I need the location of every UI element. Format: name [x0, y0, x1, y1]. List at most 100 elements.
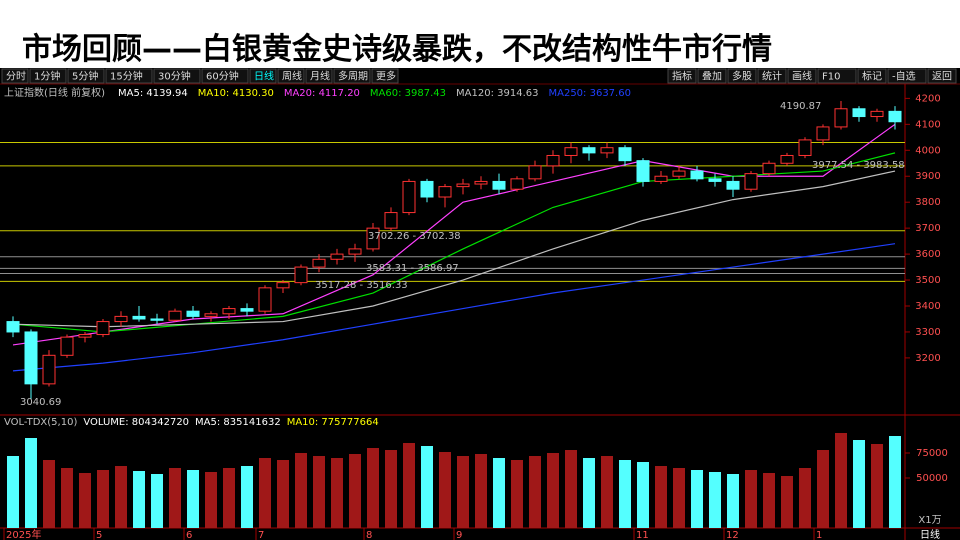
toolbar-button[interactable]: 统计	[762, 70, 782, 83]
toolbar-button[interactable]: 更多	[376, 70, 396, 83]
toolbar-button-bg[interactable]	[887, 68, 927, 84]
volume-bar	[169, 468, 181, 528]
volume-bar	[709, 472, 721, 528]
toolbar-button[interactable]: 60分钟	[206, 70, 239, 83]
y-tick-label: 3500	[915, 275, 940, 286]
toolbar-button-bg[interactable]	[201, 68, 249, 84]
ma-legend: MA250: 3637.60	[548, 88, 630, 99]
toolbar-button-bg[interactable]	[105, 68, 153, 84]
ma-line	[12, 152, 896, 333]
volume-bar	[817, 450, 829, 528]
annotation: 3583.31 - 3586.97	[366, 263, 459, 274]
candle-body	[546, 154, 560, 167]
toolbar-button-bg[interactable]	[697, 68, 727, 84]
volume-bar	[25, 438, 37, 528]
candle-body	[492, 180, 506, 190]
toolbar-button[interactable]: 画线	[792, 70, 812, 83]
volume-bar	[367, 448, 379, 528]
toolbar-button-bg[interactable]	[153, 68, 201, 84]
toolbar-button[interactable]: 多股	[732, 70, 752, 83]
toolbar-button[interactable]: 周线	[282, 70, 302, 83]
volume-bar	[295, 453, 307, 528]
chart-name: 上证指数(日线 前复权)	[4, 86, 105, 99]
ma-legend: MA20: 4117.20	[284, 88, 360, 99]
volume-bar	[835, 433, 847, 528]
volume-unit: X1万	[918, 515, 941, 526]
toolbar-button[interactable]: 标记	[862, 71, 882, 83]
volume-bar	[79, 473, 91, 528]
toolbar-button-bg[interactable]	[305, 68, 333, 84]
toolbar-button[interactable]: F10	[822, 72, 840, 83]
volume-bar	[583, 458, 595, 528]
toolbar-button-bg[interactable]	[817, 68, 857, 84]
toolbar-button-bg[interactable]	[371, 68, 399, 84]
volume-bar	[871, 444, 883, 528]
candle-body	[384, 212, 398, 229]
volume-bar	[43, 460, 55, 528]
toolbar-button[interactable]: 返回	[932, 71, 952, 83]
toolbar-button[interactable]: 5分钟	[72, 70, 98, 83]
y-tick-label: 3400	[915, 301, 940, 312]
annotation: 4190.87	[780, 101, 821, 112]
toolbar-button[interactable]: 分时	[6, 71, 26, 83]
volume-bar	[241, 466, 253, 528]
candle-body	[672, 170, 686, 177]
toolbar-button[interactable]: 15分钟	[110, 70, 143, 83]
candle-body	[276, 282, 290, 289]
x-tick-label: 8	[366, 530, 372, 540]
candle-body	[888, 110, 902, 123]
candle-body	[582, 147, 596, 154]
toolbar-button[interactable]: 日线	[254, 70, 274, 83]
toolbar-button[interactable]: 30分钟	[158, 70, 191, 83]
y-tick-label: 3600	[915, 249, 940, 260]
volume-bar	[349, 454, 361, 528]
toolbar-button-bg[interactable]	[333, 68, 371, 84]
candle-body	[330, 253, 344, 260]
toolbar-button[interactable]: -自选	[892, 70, 916, 83]
candle-body	[654, 175, 668, 182]
toolbar-button[interactable]: 1分钟	[34, 70, 60, 83]
y-tick-label: 4000	[915, 145, 940, 156]
toolbar-button[interactable]: 指标	[672, 70, 692, 83]
volume-bar	[799, 468, 811, 528]
volume-bar	[745, 470, 757, 528]
y-tick-label: 3800	[915, 197, 940, 208]
toolbar-button-bg[interactable]	[757, 68, 787, 84]
toolbar-button-bg[interactable]	[787, 68, 817, 84]
toolbar-button[interactable]: 叠加	[702, 71, 722, 83]
toolbar-button-bg[interactable]	[29, 68, 67, 84]
volume-bar	[619, 460, 631, 528]
period-label: 日线	[920, 528, 940, 540]
toolbar-button-bg[interactable]	[1, 68, 29, 84]
toolbar-button-bg[interactable]	[727, 68, 757, 84]
volume-bar	[133, 471, 145, 528]
toolbar-button-bg[interactable]	[667, 68, 697, 84]
volume-bar	[439, 452, 451, 528]
toolbar-button-bg[interactable]	[277, 68, 305, 84]
toolbar-button[interactable]: 月线	[310, 70, 330, 83]
volume-bar	[529, 456, 541, 528]
y-tick-label: 3900	[915, 171, 940, 182]
toolbar-button[interactable]: 多周期	[338, 70, 368, 83]
candle-body	[24, 331, 38, 385]
candle-body	[312, 258, 326, 268]
toolbar-button-bg[interactable]	[927, 68, 957, 84]
y-tick-label: 50000	[916, 473, 948, 484]
candle-body	[132, 315, 146, 320]
candle-body	[456, 183, 470, 188]
candle-body	[528, 165, 542, 180]
x-tick-label: 11	[636, 530, 649, 540]
toolbar-button-bg[interactable]	[857, 68, 887, 84]
x-tick-label: 2025年	[6, 528, 41, 540]
ma-line	[12, 243, 896, 372]
y-tick-label: 4200	[915, 93, 940, 104]
volume-bar	[313, 456, 325, 528]
volume-bar	[601, 456, 613, 528]
candle-body	[744, 173, 758, 190]
candle-body	[150, 318, 164, 321]
toolbar-button-bg[interactable]	[249, 68, 277, 84]
toolbar-button-bg[interactable]	[67, 68, 105, 84]
candle-body	[870, 110, 884, 118]
volume-bar	[115, 466, 127, 528]
